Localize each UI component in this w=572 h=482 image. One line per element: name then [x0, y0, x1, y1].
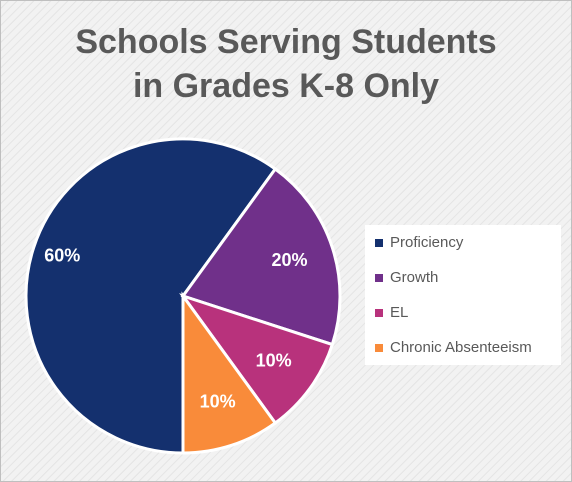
pie-slice [180, 166, 342, 347]
legend-marker [375, 239, 383, 247]
legend-label: Chronic Absenteeism [390, 339, 532, 356]
legend-marker [375, 274, 383, 282]
legend-label: EL [390, 304, 408, 321]
legend-label: Proficiency [390, 234, 464, 251]
chart-title: Schools Serving Students [75, 23, 496, 61]
chart-title: in Grades K-8 Only [133, 67, 439, 105]
pie-slice [181, 291, 278, 455]
data-label: 60% [44, 246, 80, 266]
legend-label: Growth [390, 269, 438, 286]
pie-slice [24, 137, 278, 455]
data-label: 10% [200, 391, 236, 411]
pie-slice [179, 293, 335, 426]
data-label: 10% [256, 351, 292, 371]
data-label: 20% [272, 250, 308, 270]
legend-box [365, 225, 561, 365]
legend-marker [375, 309, 383, 317]
legend-marker [375, 344, 383, 352]
